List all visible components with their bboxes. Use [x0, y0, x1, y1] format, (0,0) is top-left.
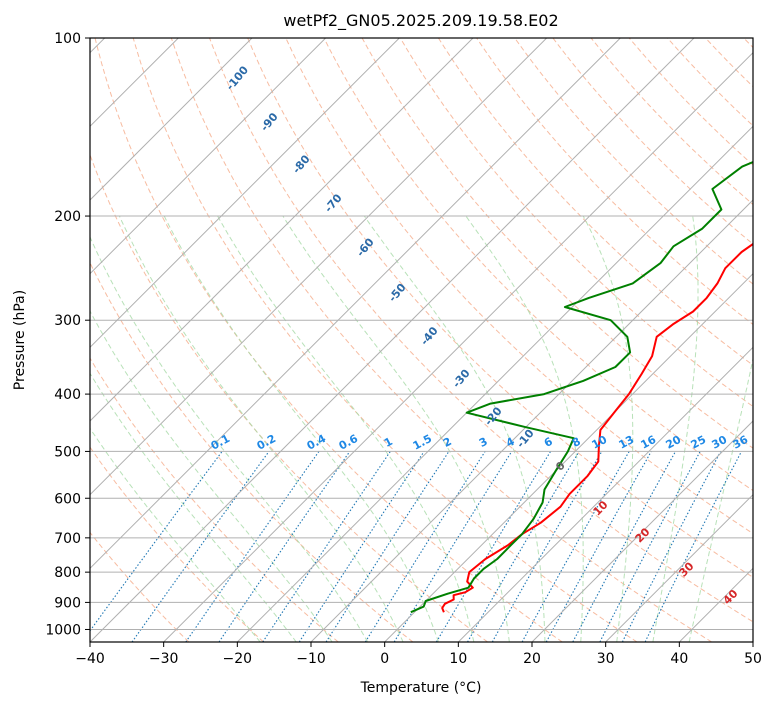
- moist-adiabat-line: [688, 356, 753, 642]
- moist-adiabat-line: [363, 215, 546, 642]
- dry-adiabat-line: [90, 531, 190, 642]
- dry-adiabat-line: [90, 446, 264, 642]
- y-tick-label: 500: [54, 444, 81, 460]
- dry-adiabat-line: [90, 153, 488, 642]
- isotherm-line: [90, 38, 474, 422]
- mixing-ratio-line: [545, 451, 652, 642]
- x-tick-label: −20: [223, 651, 253, 667]
- y-tick-label: 300: [54, 313, 81, 329]
- moist-adiabat-line: [90, 235, 369, 642]
- mixing-ratio-line: [218, 451, 351, 642]
- moist-adiabat-line: [118, 215, 404, 642]
- moist-adiabat-line: [465, 215, 584, 642]
- x-tick-label: 40: [670, 651, 688, 667]
- dry-adiabat-line: [132, 38, 638, 642]
- isotherm-line: [310, 199, 753, 642]
- mixing-ratio-label: 36: [731, 433, 751, 452]
- mixing-ratio-line: [599, 451, 701, 642]
- mixing-ratio-line: [262, 451, 391, 642]
- mixing-ratio-label: 10: [590, 433, 610, 452]
- dry-adiabat-line: [437, 38, 753, 366]
- mixing-ratio-line: [325, 451, 450, 642]
- dry-adiabat-line: [170, 38, 712, 642]
- y-tick-label: 800: [54, 565, 81, 581]
- isotherm-line: [90, 38, 548, 496]
- isotherm-line: [90, 38, 327, 275]
- isotherm-line: [605, 493, 753, 642]
- y-tick-label: 600: [54, 491, 81, 507]
- isotherm-line: [90, 38, 695, 642]
- data-series: [410, 160, 753, 614]
- axes: −40 −30 −20 −10 0 10 20 30 40 50 100 200 300 400 500 60…: [45, 31, 762, 667]
- moist-adiabat-line: [90, 310, 333, 642]
- dry-adiabat-line: [247, 38, 753, 578]
- x-tick-label: 20: [523, 651, 541, 667]
- isotherm-line: [236, 125, 753, 642]
- mixing-ratio-label: 16: [639, 433, 659, 452]
- mixing-ratio-line: [521, 451, 630, 642]
- y-tick-label: 100: [54, 31, 81, 47]
- y-tick-label: 400: [54, 387, 81, 403]
- y-tick-label: 900: [54, 595, 81, 611]
- moist-adiabat-line: [652, 215, 699, 642]
- y-tick-label: 1000: [45, 622, 81, 638]
- x-tick-label: 0: [380, 651, 389, 667]
- y-tick-label: 700: [54, 531, 81, 547]
- isotherm-line: [90, 38, 400, 349]
- x-tick-label: 30: [597, 651, 615, 667]
- isotherm-line: [90, 38, 253, 201]
- moist-adiabat-line: [163, 215, 439, 642]
- mixing-ratio-line: [298, 451, 425, 642]
- x-axis-label: Temperature (°C): [360, 680, 482, 696]
- x-tick-label: −30: [149, 651, 179, 667]
- dry-adiabat-line: [323, 38, 753, 492]
- mixing-ratio-line: [90, 451, 223, 632]
- sounding-trace: [441, 242, 753, 613]
- moist-adiabat-line: [282, 215, 510, 642]
- mixing-ratio-line: [185, 451, 320, 642]
- y-axis-label: Pressure (hPa): [12, 290, 28, 390]
- mixing-ratio-label: 20: [664, 433, 684, 452]
- mixing-ratio-line: [621, 451, 722, 642]
- isotherm-line: [163, 51, 753, 642]
- isotherm-line: [531, 420, 753, 642]
- x-tick-label: −40: [75, 651, 105, 667]
- x-tick-label: −10: [296, 651, 326, 667]
- isotherm-line: [90, 38, 621, 570]
- x-tick-label: 50: [744, 651, 762, 667]
- x-tick-label: 10: [449, 651, 467, 667]
- dry-adiabat-line: [94, 38, 563, 642]
- moist-adiabat-line: [90, 372, 297, 642]
- chart-title: wetPf2_GN05.2025.209.19.58.E02: [283, 11, 558, 31]
- dry-adiabat-line: [209, 38, 753, 623]
- isotherm-line: [457, 346, 753, 642]
- mixing-ratio-line: [644, 451, 742, 642]
- moist-adiabat-line: [90, 427, 261, 642]
- isotherm-line: [384, 272, 753, 642]
- mixing-ratio-label: 25: [689, 433, 709, 452]
- mixing-ratio-line: [393, 451, 513, 642]
- mixing-ratio-label: 13: [617, 433, 637, 452]
- dry-adiabat-line: [514, 38, 753, 285]
- mixing-ratio-line: [572, 451, 676, 642]
- mixing-ratio-line: [131, 451, 270, 642]
- dry-adiabat-line: [399, 38, 753, 408]
- mixing-ratio-line: [435, 451, 552, 642]
- plot-frame: [89, 37, 754, 643]
- y-tick-label: 200: [54, 209, 81, 225]
- dry-adiabat-line: [90, 357, 339, 642]
- sounding-trace: [410, 160, 753, 614]
- mixing-ratio-label: 30: [710, 433, 730, 452]
- mixing-ratio-line: [364, 451, 486, 642]
- background-lines: [90, 38, 753, 642]
